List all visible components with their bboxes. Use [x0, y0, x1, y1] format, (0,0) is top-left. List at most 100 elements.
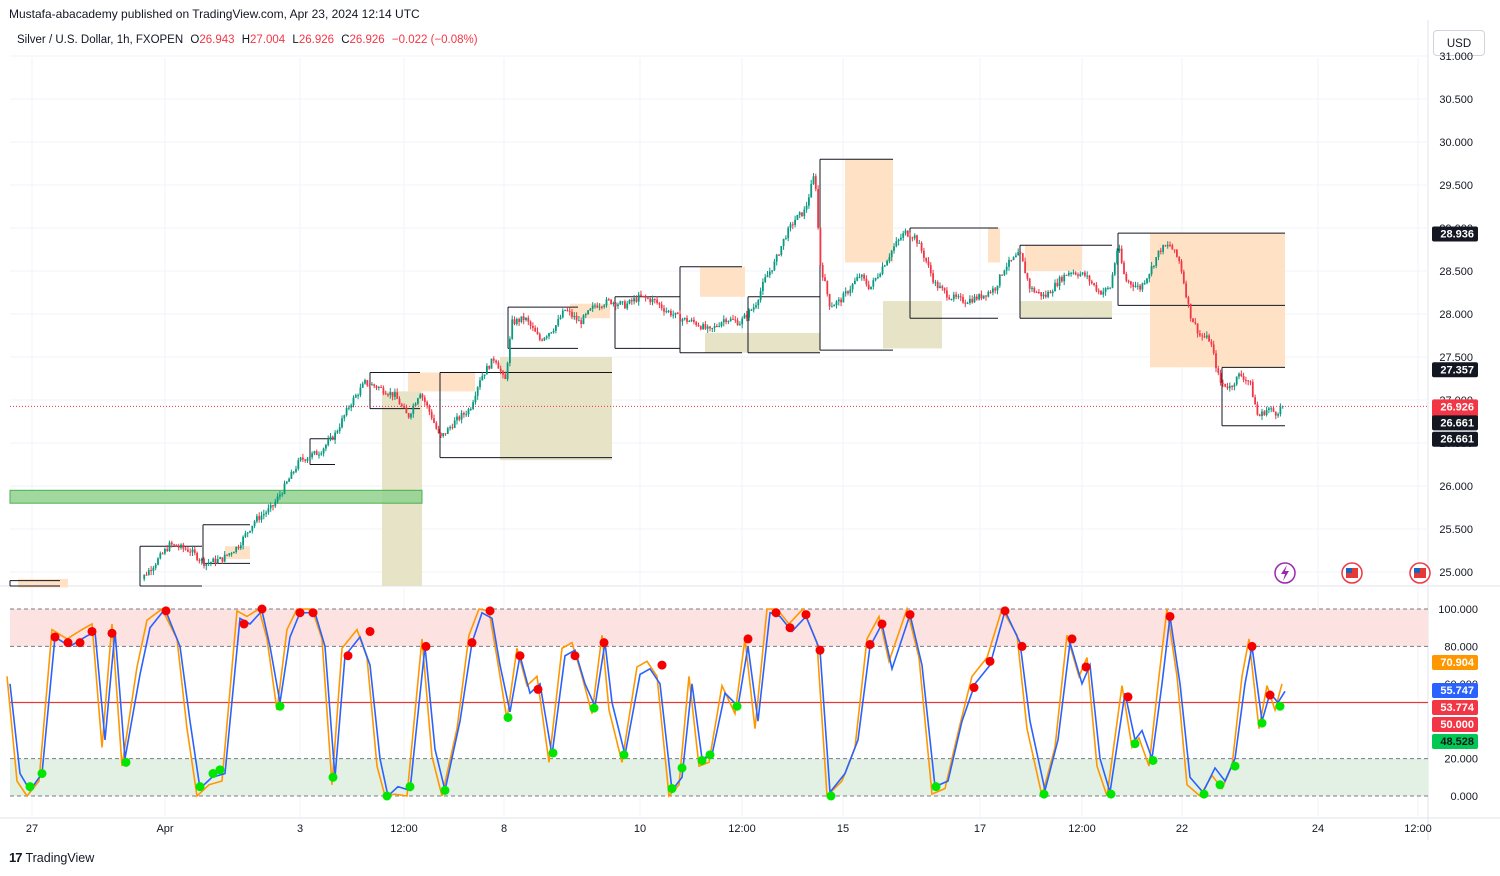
candle-body	[969, 298, 971, 304]
overbought-signal-dot	[570, 651, 580, 661]
candle-body	[798, 212, 801, 215]
event-icons	[1274, 562, 1431, 584]
candle-body	[651, 298, 654, 303]
candle-body	[872, 280, 875, 287]
candle-body	[614, 302, 617, 307]
candle-body	[720, 322, 723, 327]
candle-body	[621, 301, 624, 303]
x-tick-label: Apr	[156, 823, 173, 835]
candle-body	[538, 334, 541, 340]
candle-body	[1088, 275, 1091, 282]
candle-body	[1171, 245, 1174, 250]
candle-body	[251, 525, 254, 531]
candle-body	[175, 544, 178, 547]
candle-body	[1061, 277, 1063, 282]
candle-body	[610, 299, 612, 305]
candle-body	[304, 459, 307, 461]
candle-body	[1240, 373, 1243, 377]
candle-body	[584, 313, 587, 316]
candle-body	[1265, 409, 1268, 416]
overbought-signal-dot	[75, 638, 85, 648]
candle-body	[428, 405, 431, 412]
candle-body	[768, 271, 771, 276]
candle-body	[262, 514, 265, 516]
candle-body	[709, 326, 711, 329]
candle-body	[1166, 244, 1169, 247]
candle-body	[233, 552, 235, 554]
candle-body	[658, 302, 661, 305]
candle-body	[607, 299, 610, 301]
price-tag-box	[1432, 415, 1478, 431]
x-tick-label: 12:00	[1404, 823, 1432, 835]
premium-zone	[18, 578, 68, 588]
candle-body	[904, 230, 907, 234]
candle-body	[1003, 270, 1006, 276]
candle-body	[419, 394, 422, 399]
candle-body	[150, 570, 152, 572]
candle-body	[548, 333, 550, 337]
candle-body	[814, 176, 817, 189]
discount-zone	[500, 357, 612, 461]
candle-body	[1226, 386, 1229, 389]
candle-body	[272, 505, 274, 507]
symbol-name[interactable]: Silver / U.S. Dollar, 1h, FXOPEN	[17, 34, 184, 46]
candle-body	[359, 387, 362, 396]
candle-body	[426, 401, 428, 406]
candle-body	[534, 327, 537, 332]
candle-body	[1153, 265, 1155, 267]
candle-body	[1102, 291, 1105, 295]
overbought-signal-dot	[63, 638, 73, 648]
candle-body	[437, 428, 440, 434]
candle-body	[568, 310, 571, 312]
candle-body	[959, 296, 962, 298]
high-value: 27.004	[250, 34, 286, 46]
candle-body	[382, 387, 385, 394]
candle-body	[1015, 255, 1017, 258]
y-tick-label: 28.500	[1439, 266, 1473, 278]
candle-body	[338, 427, 341, 432]
candle-body	[460, 413, 463, 420]
candle-body	[911, 237, 914, 239]
candle-body	[499, 368, 502, 372]
candle-body	[1261, 411, 1263, 417]
candle-body	[265, 512, 267, 515]
candle-body	[1111, 274, 1114, 288]
candle-body	[269, 505, 272, 509]
candle-body	[867, 284, 870, 290]
candle-body	[290, 471, 293, 479]
candle-body	[288, 478, 290, 482]
candle-body	[895, 241, 898, 247]
candle-body	[1054, 282, 1056, 292]
overbought-signal-dot	[905, 610, 915, 620]
candle-body	[844, 291, 847, 294]
currency-selector[interactable]: USD	[1433, 30, 1485, 56]
candle-body	[440, 433, 442, 437]
candle-body	[573, 315, 576, 317]
candle-body	[520, 316, 523, 322]
candle-body	[1159, 250, 1162, 252]
candle-body	[449, 427, 451, 429]
candle-body	[642, 295, 645, 297]
price-tag-label: 26.661	[1440, 434, 1474, 446]
oversold-signal-dot	[1275, 701, 1285, 711]
overbought-signal-dot	[533, 684, 543, 694]
candle-body	[619, 301, 622, 305]
candle-body	[745, 314, 748, 318]
candle-body	[591, 305, 594, 309]
oversold-signal-dot	[732, 701, 742, 711]
candle-body	[417, 398, 419, 404]
candle-body	[881, 266, 884, 274]
overbought-signal-dot	[257, 604, 267, 614]
candle-body	[812, 176, 815, 184]
candle-body	[559, 317, 562, 320]
candle-body	[978, 294, 980, 300]
candle-body	[320, 453, 323, 455]
candle-body	[635, 298, 638, 302]
candle-body	[849, 289, 852, 294]
candle-body	[663, 308, 665, 312]
candle-body	[856, 277, 859, 281]
candle-body	[322, 448, 325, 454]
overbought-signal-dot	[1067, 634, 1077, 644]
candle-body	[617, 304, 619, 307]
